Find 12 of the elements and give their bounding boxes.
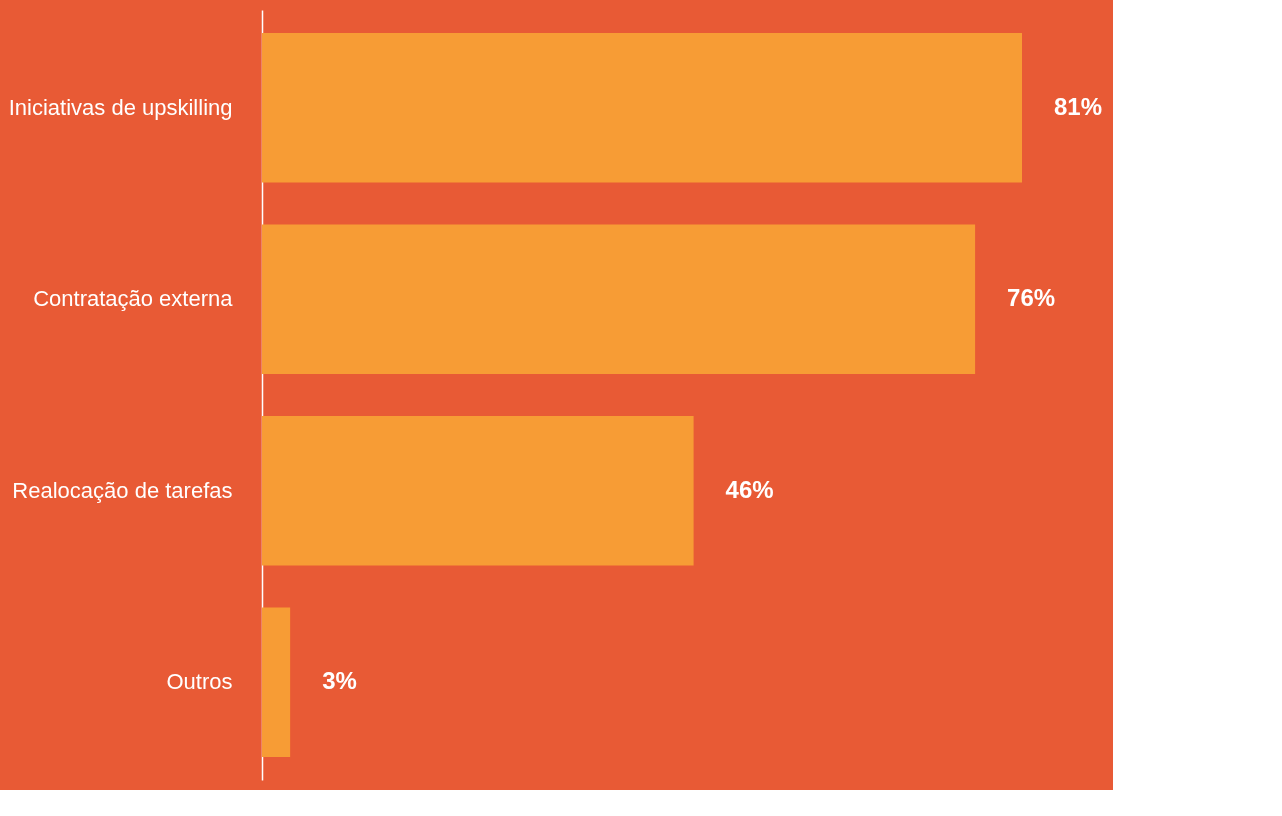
data-label: 3% [322,667,357,695]
y-tick-label: Realocação de tarefas [12,477,233,503]
y-tick-label: Iniciativas de upskilling [8,94,233,120]
bar [262,416,694,566]
y-tick-label: Contratação externa [33,286,234,312]
data-label: 46% [725,475,774,503]
data-label: 81% [1054,92,1103,120]
y-tick-label: Outros [166,669,233,695]
bar [262,224,976,374]
bar [262,32,1022,183]
bar [262,607,291,758]
data-label: 76% [1007,284,1056,312]
